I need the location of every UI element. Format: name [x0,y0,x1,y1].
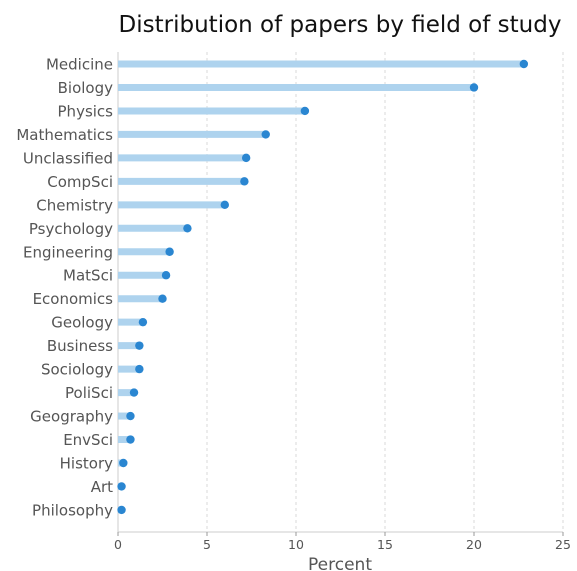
category-label: Sociology [41,361,113,379]
dot-mathematics [261,130,270,139]
x-axis-title: Percent [308,555,372,571]
dot-medicine [519,59,529,69]
category-label: Unclassified [23,149,113,167]
category-label: Business [47,337,113,355]
x-tick-label: 25 [555,537,571,552]
x-tick-labels: 0 5 10 15 20 25 [114,532,571,552]
category-labels: Medicine Biology Physics Mathematics Unclass… [16,56,113,520]
dot-business [135,341,144,350]
x-tick-label: 0 [114,537,122,552]
category-label: Economics [33,290,114,308]
category-label: MatSci [63,267,113,285]
dots [117,59,529,515]
category-label: Art [91,478,113,496]
category-label: Chemistry [36,196,113,214]
dot-envsci [126,435,135,444]
x-tick-label: 5 [203,537,211,552]
dot-geology [138,317,148,327]
category-label: Philosophy [32,501,113,519]
category-label: Engineering [23,243,113,261]
dot-philosophy [117,505,126,515]
category-label: CompSci [47,173,113,191]
category-label: Psychology [29,220,113,238]
dot-biology [469,83,479,92]
dot-sociology [135,364,144,374]
category-label: Medicine [46,56,113,74]
dot-physics [300,106,310,116]
category-label: EnvSci [63,431,113,449]
x-tick-label: 20 [466,537,482,552]
dot-unclassified [241,153,251,163]
dot-polisci [129,388,139,397]
category-label: PoliSci [65,384,113,402]
x-tick-label: 10 [288,537,304,552]
category-label: Biology [58,79,114,97]
category-label: Mathematics [16,126,113,144]
dot-compsci [240,177,249,186]
category-label: Physics [58,102,114,120]
dot-art [117,482,126,491]
dot-economics [158,294,167,303]
dot-chemistry [220,200,229,210]
dot-engineering [165,247,174,256]
dot-geography [126,411,135,421]
stems [118,60,524,514]
dot-matsci [161,271,171,280]
chart-title: Distribution of papers by field of study [119,12,562,38]
dot-psychology [183,224,192,233]
dot-history [119,458,128,468]
x-tick-label: 15 [377,537,393,552]
category-label: Geography [30,408,113,426]
category-label: Geology [51,314,113,332]
grid-lines [206,52,564,532]
category-label: History [60,454,113,472]
axes [117,52,563,533]
